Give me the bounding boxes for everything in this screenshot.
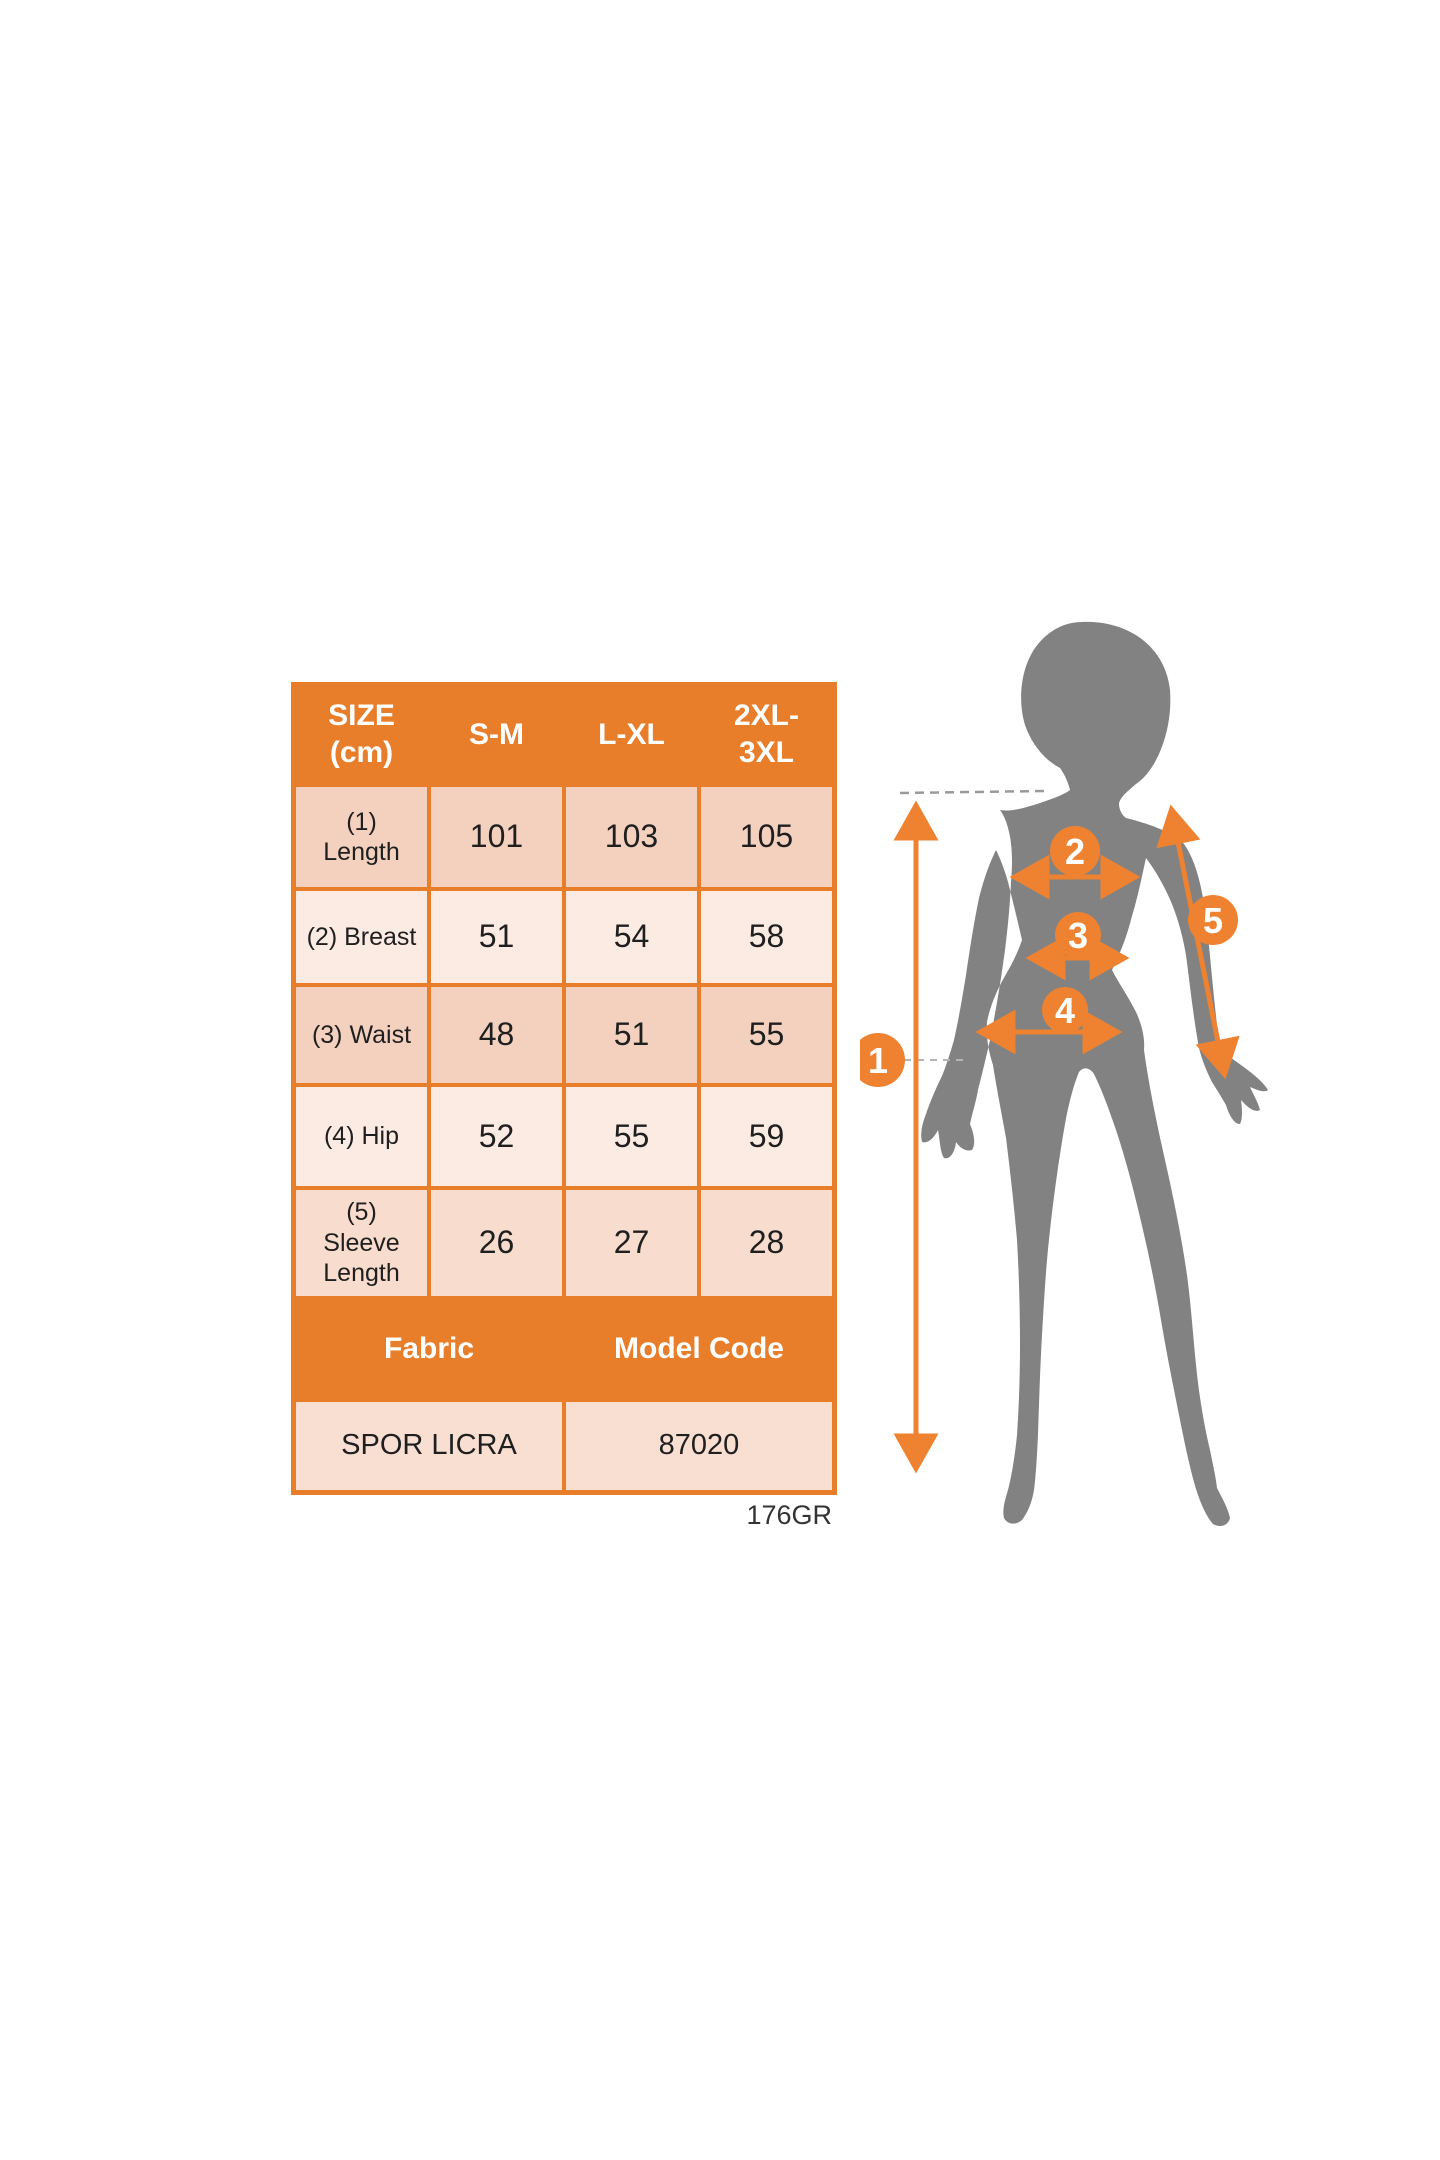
cell-hip-s-m: 52 bbox=[431, 1087, 562, 1186]
cell-breast-2xl-3xl: 58 bbox=[701, 891, 832, 983]
marker-1-number: 1 bbox=[868, 1040, 888, 1081]
footer-value-fabric: SPOR LICRA bbox=[296, 1402, 562, 1490]
size-table: SIZE (cm) S-M L-XL 2XL- 3XL (1) Length 1… bbox=[291, 682, 837, 1495]
cell-waist-2xl-3xl: 55 bbox=[701, 987, 832, 1083]
cell-breast-l-xl: 54 bbox=[566, 891, 697, 983]
marker-3: 3 bbox=[1055, 912, 1101, 958]
marker-2-number: 2 bbox=[1065, 831, 1085, 872]
marker-3-number: 3 bbox=[1068, 915, 1088, 956]
header-cell-2xl-3xl: 2XL- 3XL bbox=[701, 687, 832, 783]
marker-2: 2 bbox=[1050, 826, 1100, 876]
cell-sleeve-s-m: 26 bbox=[431, 1190, 562, 1296]
sleeve-arrow bbox=[1156, 804, 1240, 1080]
footer-value-model-code: 87020 bbox=[566, 1402, 832, 1490]
cell-hip-l-xl: 55 bbox=[566, 1087, 697, 1186]
cell-sleeve-l-xl: 27 bbox=[566, 1190, 697, 1296]
row-label-breast: (2) Breast bbox=[296, 891, 427, 983]
header-cell-s-m: S-M bbox=[431, 687, 562, 783]
cell-length-2xl-3xl: 105 bbox=[701, 787, 832, 887]
header-cell-l-xl: L-XL bbox=[566, 687, 697, 783]
row-label-length: (1) Length bbox=[296, 787, 427, 887]
footer-header-fabric: Fabric bbox=[296, 1300, 562, 1398]
cell-breast-s-m: 51 bbox=[431, 891, 562, 983]
header-cell-size: SIZE (cm) bbox=[296, 687, 427, 783]
shoulder-dashed-line bbox=[899, 789, 1046, 795]
cell-length-s-m: 101 bbox=[431, 787, 562, 887]
female-silhouette bbox=[921, 621, 1268, 1526]
cell-sleeve-2xl-3xl: 28 bbox=[701, 1190, 832, 1296]
marker-4: 4 bbox=[1042, 987, 1088, 1033]
cell-length-l-xl: 103 bbox=[566, 787, 697, 887]
cell-waist-l-xl: 51 bbox=[566, 987, 697, 1083]
row-label-hip: (4) Hip bbox=[296, 1087, 427, 1186]
row-label-sleeve-length: (5) Sleeve Length bbox=[296, 1190, 427, 1296]
row-label-waist: (3) Waist bbox=[296, 987, 427, 1083]
body-measurement-diagram: 1 2 3 4 5 bbox=[860, 621, 1268, 1526]
marker-5: 5 bbox=[1188, 895, 1238, 945]
weight-note: 176GR bbox=[746, 1500, 832, 1530]
cell-waist-s-m: 48 bbox=[431, 987, 562, 1083]
marker-1: 1 bbox=[860, 1033, 905, 1087]
marker-5-number: 5 bbox=[1203, 900, 1223, 941]
footer-header-model-code: Model Code bbox=[566, 1300, 832, 1398]
cell-hip-2xl-3xl: 59 bbox=[701, 1087, 832, 1186]
marker-4-number: 4 bbox=[1055, 990, 1075, 1031]
